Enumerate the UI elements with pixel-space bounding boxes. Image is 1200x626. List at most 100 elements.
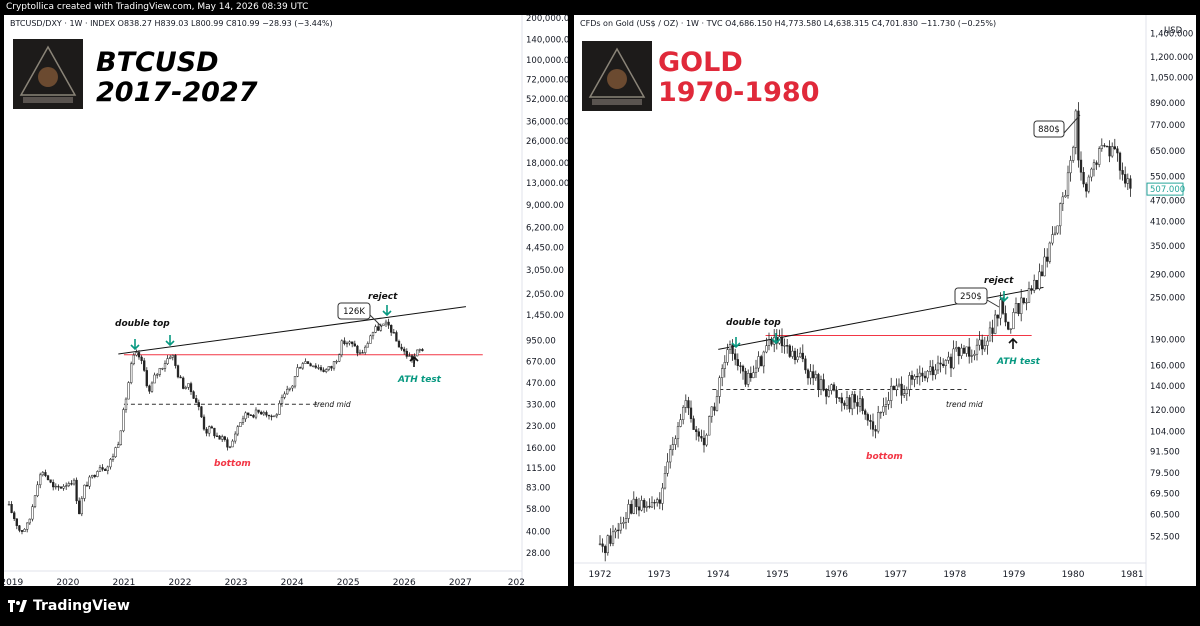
candle-body bbox=[947, 356, 950, 361]
y-tick-label: 28.00 bbox=[526, 549, 550, 559]
candle-body bbox=[85, 484, 89, 487]
logo-wordmark-bar bbox=[23, 97, 73, 103]
candle-body bbox=[83, 484, 86, 499]
candle-body bbox=[72, 479, 76, 485]
candle-body bbox=[140, 356, 143, 361]
y-tick-label: 250.000 bbox=[1150, 293, 1185, 303]
candle-body bbox=[145, 370, 148, 387]
candle-body bbox=[1121, 170, 1124, 175]
tradingview-logo[interactable]: TradingView bbox=[8, 598, 130, 614]
candle-body bbox=[288, 387, 291, 390]
candle-body bbox=[1007, 321, 1010, 330]
candle-body bbox=[1051, 234, 1054, 244]
candle-body bbox=[858, 398, 862, 407]
candle-body bbox=[358, 352, 362, 354]
x-tick-label: 2022 bbox=[169, 578, 192, 586]
candle-body bbox=[405, 350, 408, 357]
teal-arrow-down bbox=[165, 335, 175, 347]
candle-body bbox=[1014, 303, 1018, 313]
candle-body bbox=[814, 374, 817, 379]
candle-body bbox=[913, 376, 916, 380]
x-tick-label: 2024 bbox=[281, 578, 304, 586]
candle-body bbox=[1077, 110, 1080, 161]
candle-body bbox=[7, 504, 11, 506]
x-tick-label: 2025 bbox=[337, 578, 360, 586]
logo-figure bbox=[38, 67, 58, 87]
candle-body bbox=[286, 388, 289, 395]
candle-body bbox=[41, 472, 44, 476]
y-tick-label: 2,050.00 bbox=[526, 290, 564, 300]
candle-body bbox=[627, 503, 630, 519]
candle-body bbox=[291, 385, 294, 389]
candle-body bbox=[109, 459, 112, 468]
candle-body bbox=[614, 529, 617, 533]
y-tick-label: 1,200.000 bbox=[1150, 53, 1193, 63]
candle-body bbox=[299, 367, 302, 369]
candle-body bbox=[122, 409, 125, 432]
candle-body bbox=[796, 356, 799, 361]
y-tick-label: 52.500 bbox=[1150, 532, 1180, 542]
tradingview-logo-icon bbox=[8, 599, 28, 613]
gold-chart-svg[interactable]: CFDs on Gold (US$ / OZ) · 1W · TVC O4,68… bbox=[574, 15, 1196, 586]
candle-body bbox=[280, 397, 284, 404]
candle-body bbox=[317, 367, 320, 369]
candle-body bbox=[1040, 271, 1044, 277]
candle-body bbox=[15, 518, 18, 526]
candle-body bbox=[804, 358, 807, 371]
candle-body bbox=[70, 483, 73, 485]
candle-body bbox=[892, 385, 895, 391]
candle-body bbox=[981, 339, 984, 350]
candle-body bbox=[671, 444, 674, 450]
candle-body bbox=[952, 348, 955, 369]
candle-body bbox=[757, 356, 760, 369]
candle-body bbox=[851, 394, 854, 410]
candle-body bbox=[962, 347, 966, 354]
candle-body bbox=[1022, 297, 1025, 304]
bottom-label: bottom bbox=[214, 459, 251, 469]
candle-body bbox=[137, 352, 141, 358]
candle-body bbox=[705, 434, 708, 446]
x-tick-label: 1974 bbox=[707, 570, 730, 580]
candle-body bbox=[46, 475, 50, 481]
candle-body bbox=[309, 363, 312, 367]
y-tick-label: 115.00 bbox=[526, 464, 556, 474]
candle-body bbox=[903, 393, 906, 396]
candle-body bbox=[374, 326, 377, 333]
candle-body bbox=[416, 349, 419, 357]
candle-body bbox=[957, 347, 960, 357]
btc-chart-panel[interactable]: BTCUSD/DXY · 1W · INDEX O838.27 H839.03 … bbox=[4, 15, 568, 586]
candle-body bbox=[991, 327, 994, 334]
candle-body bbox=[52, 482, 55, 488]
candle-body bbox=[747, 373, 750, 385]
candle-body bbox=[169, 356, 172, 359]
candle-body bbox=[408, 355, 411, 357]
candle-body bbox=[18, 525, 21, 531]
candle-body bbox=[879, 411, 882, 414]
candle-body bbox=[793, 350, 797, 361]
candle-body bbox=[36, 484, 39, 497]
candle-body bbox=[1118, 152, 1122, 171]
candle-body bbox=[392, 332, 395, 334]
candle-body bbox=[973, 353, 976, 356]
instrument-label: BTCUSD/DXY · 1W · INDEX O838.27 H839.03 … bbox=[10, 19, 333, 28]
x-tick-label: 1978 bbox=[943, 570, 966, 580]
logo-wordmark-bar bbox=[592, 99, 642, 105]
candle-body bbox=[830, 384, 833, 391]
candle-body bbox=[877, 412, 880, 432]
candle-body bbox=[1064, 195, 1067, 198]
candle-body bbox=[62, 486, 65, 489]
candle-body bbox=[741, 365, 745, 372]
candle-body bbox=[382, 323, 385, 326]
gold-chart-panel[interactable]: CFDs on Gold (US$ / OZ) · 1W · TVC O4,68… bbox=[574, 15, 1196, 586]
candle-body bbox=[205, 428, 208, 434]
candle-body bbox=[340, 340, 343, 355]
candle-body bbox=[708, 416, 711, 436]
high-callout-box bbox=[1033, 120, 1065, 138]
candle-body bbox=[44, 472, 47, 476]
candle-body bbox=[767, 339, 771, 346]
candle-body bbox=[31, 506, 34, 520]
candle-body bbox=[970, 355, 973, 357]
btc-chart-svg[interactable]: BTCUSD/DXY · 1W · INDEX O838.27 H839.03 … bbox=[4, 15, 568, 586]
candle-body bbox=[908, 375, 911, 390]
candle-body bbox=[624, 518, 628, 523]
